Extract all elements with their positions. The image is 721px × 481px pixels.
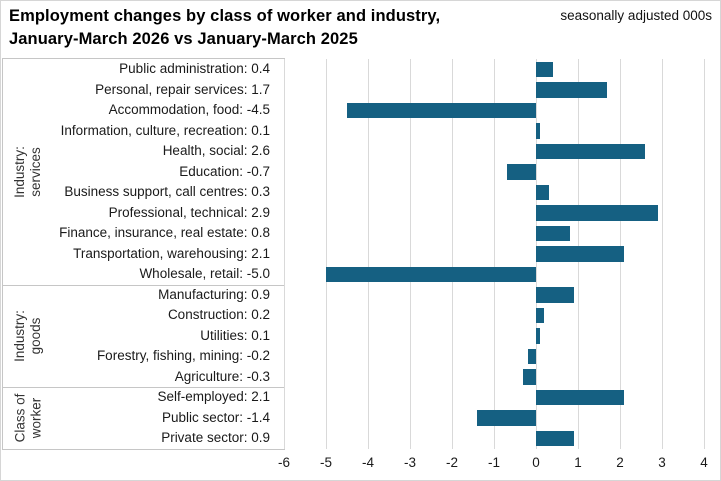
bar bbox=[536, 246, 625, 262]
units-note: seasonally adjusted 000s bbox=[560, 8, 712, 23]
x-tick-label: -2 bbox=[445, 455, 458, 470]
group-label-1: Industry: services bbox=[3, 59, 53, 285]
x-tick-label: -6 bbox=[277, 455, 290, 470]
group-label-text: Industry: goods bbox=[12, 310, 43, 362]
bar bbox=[506, 164, 536, 180]
category-label: Public administration: 0.4 bbox=[119, 61, 270, 76]
bar bbox=[536, 82, 608, 98]
gridline bbox=[410, 59, 411, 449]
category-label: Public sector: -1.4 bbox=[161, 409, 270, 425]
bar bbox=[477, 410, 536, 426]
group-separator bbox=[3, 284, 284, 286]
category-label: Private sector: 0.9 bbox=[161, 430, 270, 446]
bar bbox=[523, 369, 536, 385]
bar bbox=[536, 143, 646, 160]
bar bbox=[536, 307, 545, 324]
gridline bbox=[368, 59, 369, 449]
category-label: Education: -0.7 bbox=[179, 163, 270, 179]
gridline bbox=[494, 59, 495, 449]
x-tick-label: 4 bbox=[700, 455, 708, 470]
category-label: Construction: 0.2 bbox=[167, 307, 270, 323]
gridline bbox=[662, 59, 663, 449]
group-label-3: Class of worker bbox=[3, 387, 53, 449]
bar bbox=[347, 102, 536, 119]
bar bbox=[536, 61, 553, 77]
bar bbox=[536, 287, 574, 303]
bar bbox=[536, 225, 570, 242]
x-tick-label: -3 bbox=[403, 455, 416, 470]
x-tick-label: 2 bbox=[616, 455, 624, 470]
category-label: Finance, insurance, real estate: 0.8 bbox=[59, 225, 270, 241]
bar bbox=[527, 348, 536, 365]
category-label-panel: Public administration: 0.4 Personal, repa… bbox=[2, 58, 285, 450]
x-tick-label: -4 bbox=[361, 455, 374, 470]
x-tick-label: 3 bbox=[658, 455, 666, 470]
category-label: Agriculture: -0.3 bbox=[174, 368, 270, 384]
group-label-2: Industry: goods bbox=[3, 285, 53, 388]
bar bbox=[536, 328, 541, 344]
category-label: Wholesale, retail: -5.0 bbox=[139, 266, 270, 282]
gridline bbox=[284, 59, 285, 449]
category-label: Business support, call centres: 0.3 bbox=[64, 184, 270, 200]
group-label-text: Industry: services bbox=[12, 146, 43, 198]
bar bbox=[536, 389, 625, 406]
category-label: Information, culture, recreation: 0.1 bbox=[60, 122, 270, 138]
gridline bbox=[326, 59, 327, 449]
bar bbox=[536, 205, 658, 221]
bar bbox=[536, 430, 574, 447]
x-tick-label: 0 bbox=[532, 455, 540, 470]
x-tick-label: -5 bbox=[319, 455, 332, 470]
plot-area bbox=[284, 59, 720, 449]
gridline bbox=[452, 59, 453, 449]
group-label-text: Class of worker bbox=[12, 393, 43, 443]
bar bbox=[536, 123, 541, 139]
x-tick-label: 1 bbox=[574, 455, 582, 470]
category-label: Utilities: 0.1 bbox=[200, 327, 270, 343]
chart-title-line1: Employment changes by class of worker an… bbox=[9, 7, 441, 25]
chart-title-line2: January-March 2026 vs January-March 2025 bbox=[9, 30, 358, 48]
category-label: Forestry, fishing, mining: -0.2 bbox=[96, 348, 270, 364]
category-label: Self-employed: 2.1 bbox=[157, 389, 270, 405]
bar bbox=[326, 266, 536, 283]
group-separator bbox=[3, 387, 284, 389]
x-tick-label: -1 bbox=[487, 455, 500, 470]
chart-title: Employment changes by class of worker an… bbox=[9, 5, 440, 51]
category-label: Professional, technical: 2.9 bbox=[108, 204, 270, 220]
gridline bbox=[704, 59, 705, 449]
category-label: Personal, repair services: 1.7 bbox=[95, 81, 270, 97]
category-label: Accommodation, food: -4.5 bbox=[108, 102, 270, 118]
category-label: Health, social: 2.6 bbox=[162, 143, 270, 159]
bar bbox=[536, 184, 549, 201]
category-label: Transportation, warehousing: 2.1 bbox=[73, 245, 270, 261]
x-axis: -6 -5 -4 -3 -2 -1 0 1 2 3 4 bbox=[278, 454, 720, 472]
category-label: Manufacturing: 0.9 bbox=[158, 286, 270, 302]
